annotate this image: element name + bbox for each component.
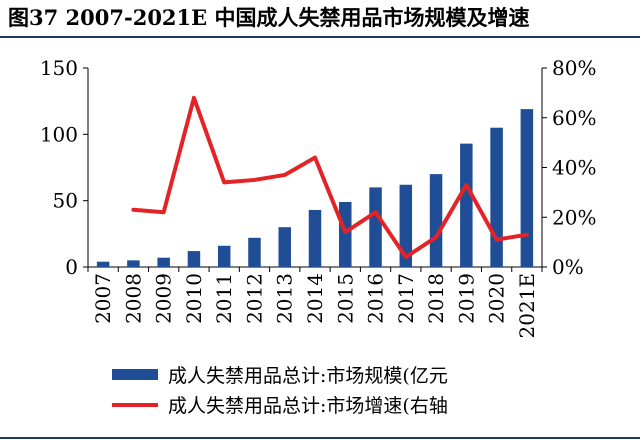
- bar-2020: [490, 127, 503, 267]
- bar-2016: [369, 187, 382, 267]
- bottom-rule: [0, 437, 640, 439]
- growth-point-2019: [465, 184, 467, 186]
- right-tick-label: 60%: [552, 106, 596, 130]
- x-tick-label: 2016: [364, 273, 388, 324]
- growth-point-2010: [193, 97, 195, 99]
- bar-2009: [157, 257, 170, 267]
- x-tick-label: 2012: [242, 273, 266, 324]
- right-tick-label: 20%: [552, 205, 596, 229]
- left-tick-label: 100: [40, 122, 78, 146]
- bar-2008: [127, 260, 140, 267]
- bar-2012: [248, 237, 261, 267]
- legend-bar-swatch: [112, 369, 158, 380]
- growth-point-2015: [344, 231, 346, 233]
- x-tick-label: 2018: [424, 273, 448, 324]
- growth-point-2018: [435, 236, 437, 238]
- growth-point-2017: [405, 256, 407, 258]
- x-tick-label: 2011: [212, 273, 236, 324]
- bars: [96, 109, 534, 267]
- figure-label: 图37: [8, 5, 59, 30]
- left-tick-label: 150: [40, 56, 78, 80]
- growth-point-2016: [375, 211, 377, 213]
- growth-series-line: [131, 95, 529, 260]
- bar-2010: [187, 251, 201, 267]
- bar-2015: [339, 201, 352, 267]
- axes: 0 50 100 150 0% 20% 40% 60% 80%: [40, 56, 597, 279]
- bar-2018: [429, 174, 443, 267]
- chart-title: 图37 2007-2021E 中国成人失禁用品市场规模及增速: [8, 2, 529, 32]
- legend-bar-label: 成人失禁用品总计:市场规模(亿元: [168, 365, 448, 387]
- growth-point-2020: [496, 239, 498, 241]
- growth-point-2012: [253, 179, 255, 181]
- x-tick-label: 2010: [182, 273, 206, 324]
- growth-point-2008: [132, 209, 134, 211]
- x-tick-label: 2019: [454, 273, 478, 324]
- x-tick-label: 2009: [152, 273, 176, 324]
- bar-2014: [308, 209, 322, 267]
- growth-point-2014: [314, 157, 316, 159]
- bar-2007: [96, 261, 110, 267]
- x-tick-label: 2007: [91, 273, 115, 324]
- title-rule: [0, 36, 640, 38]
- bar-2019: [460, 143, 473, 267]
- growth-point-2013: [284, 174, 286, 176]
- bar-2017: [399, 184, 413, 267]
- x-tick-label: 2013: [273, 273, 297, 324]
- bar-2011: [217, 245, 231, 267]
- x-tick-label: 2008: [121, 273, 145, 324]
- growth-point-2011: [223, 181, 225, 183]
- figure-title: 2007-2021E 中国成人失禁用品市场规模及增速: [65, 5, 530, 30]
- right-tick-label: 40%: [552, 156, 596, 180]
- x-tick-label: 2017: [394, 273, 418, 324]
- x-tick-label: 2015: [333, 273, 357, 324]
- growth-point-2021E: [526, 234, 528, 236]
- x-tick-labels: 2007 2008 2009 2010 2011 2012 2013 2014 2015 2016…: [91, 273, 539, 339]
- left-tick-label: 50: [53, 189, 78, 213]
- x-tick-label: 2014: [303, 273, 327, 324]
- growth-line: [131, 95, 529, 260]
- right-tick-label: 0%: [552, 255, 584, 279]
- bar-2021E: [520, 109, 534, 267]
- left-tick-label: 0: [65, 255, 78, 279]
- legend-line-label: 成人失禁用品总计:市场增速(右轴: [168, 395, 448, 417]
- growth-point-2009: [163, 211, 165, 213]
- x-tick-label: 2021E: [515, 273, 539, 339]
- right-tick-label: 80%: [552, 56, 596, 80]
- bar-2013: [278, 227, 291, 267]
- x-tick-label: 2020: [485, 273, 509, 324]
